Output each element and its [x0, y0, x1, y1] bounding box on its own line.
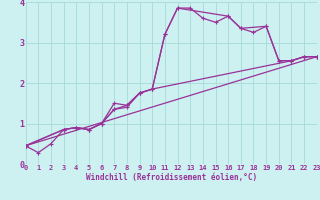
X-axis label: Windchill (Refroidissement éolien,°C): Windchill (Refroidissement éolien,°C) — [86, 173, 257, 182]
